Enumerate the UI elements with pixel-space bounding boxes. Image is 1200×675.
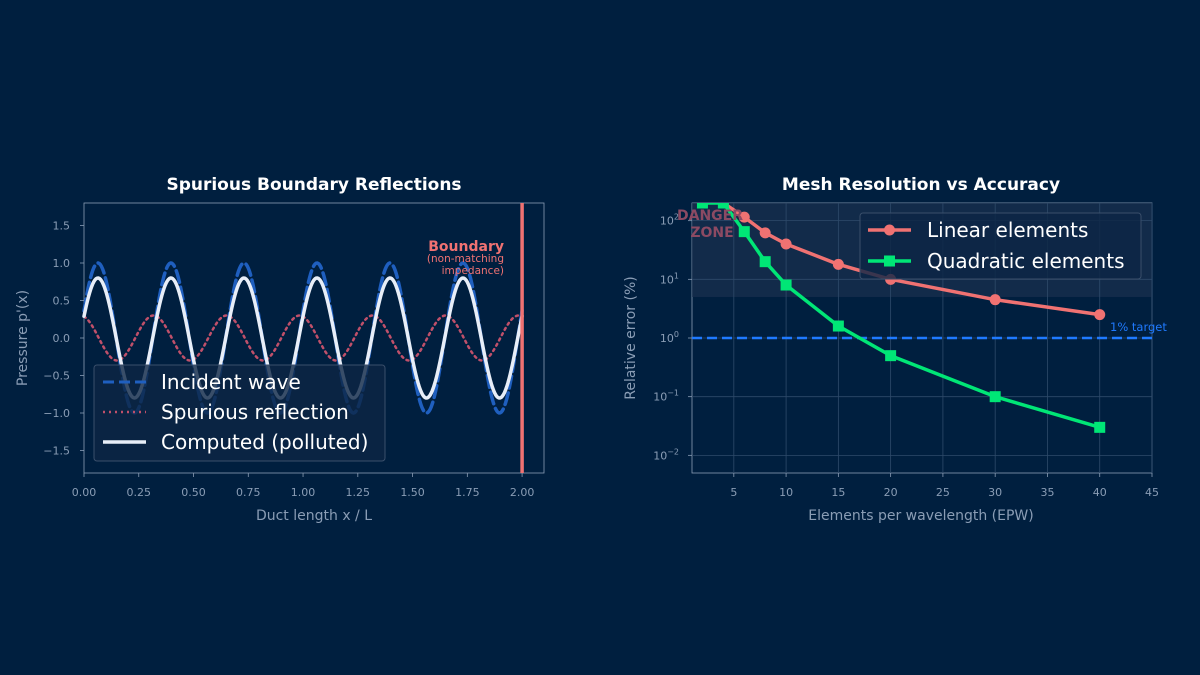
clipped-series xyxy=(696,180,1106,433)
series-group xyxy=(82,261,524,415)
legend-label-incident: Incident wave xyxy=(161,370,301,394)
series-quadratic-marker xyxy=(832,320,844,332)
y-tick-label: −1.5 xyxy=(43,445,70,458)
x-tick-label: 1.00 xyxy=(291,486,316,499)
x-tick-label: 40 xyxy=(1093,486,1107,499)
boundary-subtitle-1: (non-matching xyxy=(427,253,504,265)
danger-label-2: ZONE xyxy=(690,225,733,241)
x-tick-label: 1.75 xyxy=(455,486,480,499)
series-quadratic-marker xyxy=(989,391,1001,403)
y-tick-label: 1.0 xyxy=(53,257,71,270)
y-tick-label: 102 xyxy=(660,213,679,228)
y-tick-label: −1.0 xyxy=(43,407,70,420)
x-tick-label: 1.50 xyxy=(400,486,425,499)
legend-label-linear: Linear elements xyxy=(927,218,1088,242)
series-linear-marker xyxy=(1094,309,1106,321)
legend-box xyxy=(93,364,386,462)
x-tick-label: 30 xyxy=(988,486,1002,499)
x-axis-label: Duct length x / L xyxy=(256,508,372,524)
x-tick-label: 20 xyxy=(884,486,898,499)
series-quadratic-marker xyxy=(780,279,792,291)
legend-marker-quadratic xyxy=(884,255,895,267)
series-computed xyxy=(82,276,524,400)
x-tick-label: 1.25 xyxy=(346,486,371,499)
series-quadratic-marker xyxy=(696,203,708,209)
legend: Linear elements Quadratic elements xyxy=(859,212,1142,280)
y-tick-label: 1.5 xyxy=(53,220,71,233)
series-quadratic-marker xyxy=(738,226,750,238)
y-tick-label: 101 xyxy=(660,271,679,286)
x-tick-label: 0.75 xyxy=(236,486,261,499)
x-tick-label: 45 xyxy=(1145,486,1159,499)
x-tick-label: 15 xyxy=(831,486,845,499)
series-linear-marker xyxy=(989,294,1001,306)
chart-title: Mesh Resolution vs Accuracy xyxy=(782,175,1060,195)
y-tick-label: 100 xyxy=(660,330,679,345)
y-tick-label: −0.5 xyxy=(43,370,70,383)
series-linear-marker xyxy=(832,258,844,270)
danger-label-1: DANGER xyxy=(677,208,743,224)
legend: Incident wave Spurious reflection Comput… xyxy=(93,364,386,462)
x-tick-label: 0.00 xyxy=(72,486,97,499)
chart-title: Spurious Boundary Reflections xyxy=(166,175,461,195)
x-tick-label: 5 xyxy=(730,486,737,499)
legend-marker-linear xyxy=(884,224,895,236)
series-linear-marker xyxy=(759,227,771,239)
chart-boundary-reflections: Spurious Boundary Reflections 0.00 0.25 0.… xyxy=(15,175,545,524)
boundary-title: Boundary xyxy=(428,239,504,255)
series-linear-marker xyxy=(738,211,750,223)
chart-mesh-resolution: Mesh Resolution vs Accuracy 1% target DA… xyxy=(623,175,1167,524)
y-tick-label: 10−2 xyxy=(653,447,679,462)
series-quadratic-marker xyxy=(717,203,729,209)
series-group xyxy=(696,180,1106,433)
legend-label-quadratic: Quadratic elements xyxy=(927,249,1125,273)
x-tick-label: 25 xyxy=(936,486,950,499)
series-quadratic-marker xyxy=(1094,421,1106,433)
y-axis-label: Relative error (%) xyxy=(623,276,639,399)
target-label: 1% target xyxy=(1110,320,1167,334)
x-tick-label: 2.00 xyxy=(510,486,535,499)
y-tick-label: 0.0 xyxy=(53,332,71,345)
series-linear-marker xyxy=(780,238,792,250)
series-quadratic-marker xyxy=(885,350,897,362)
y-tick-label: 10−1 xyxy=(653,389,679,404)
legend-label-reflection: Spurious reflection xyxy=(161,400,349,424)
x-tick-label: 35 xyxy=(1040,486,1054,499)
axis-ticks: 0.00 0.25 0.50 0.75 1.00 1.25 1.50 1.75 2.00 −1.5… xyxy=(43,220,534,500)
x-tick-label: 0.50 xyxy=(181,486,206,499)
legend-box xyxy=(859,212,1142,280)
y-axis-label: Pressure p'(x) xyxy=(15,290,31,386)
x-tick-label: 0.25 xyxy=(127,486,152,499)
x-tick-label: 10 xyxy=(779,486,793,499)
y-tick-label: 0.5 xyxy=(53,295,71,308)
x-axis-label: Elements per wavelength (EPW) xyxy=(808,508,1033,524)
series-quadratic-marker xyxy=(759,256,771,268)
boundary-subtitle-2: impedance) xyxy=(442,265,504,277)
legend-label-computed: Computed (polluted) xyxy=(161,430,368,454)
series-linear-marker xyxy=(697,180,708,191)
